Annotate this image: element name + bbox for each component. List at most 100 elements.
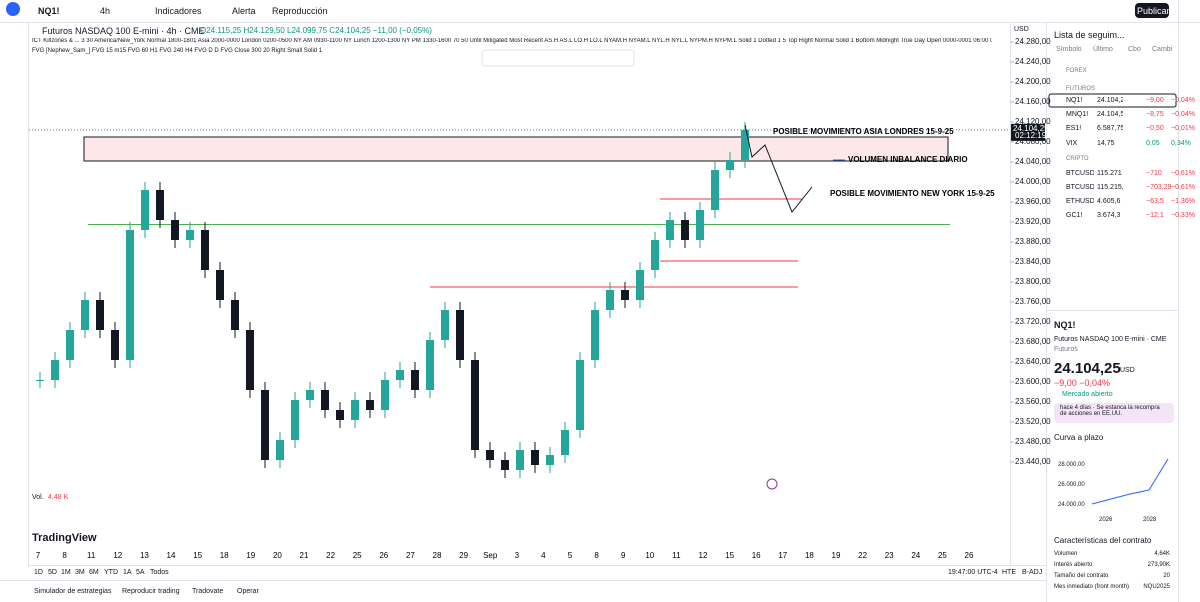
replay[interactable]: Reproducción (272, 6, 328, 16)
watchlist-cell[interactable]: 115.215,4 (1097, 184, 1123, 191)
x-tick-label: 9 (621, 551, 626, 560)
range[interactable]: 1M (61, 569, 71, 576)
adj[interactable]: B-ADJ (1022, 569, 1043, 576)
watchlist-cell[interactable]: 24.104,50 (1097, 111, 1123, 118)
range[interactable]: YTD (104, 569, 118, 576)
avatar[interactable] (6, 2, 20, 16)
x-tick-label: 5 (568, 551, 573, 560)
y-tick-label: 24.280,00 (1015, 37, 1051, 46)
watchlist-cell[interactable]: 3.674,3 (1097, 212, 1121, 219)
candle (186, 230, 194, 240)
candle (696, 210, 704, 240)
candle (66, 330, 74, 360)
candle (381, 380, 389, 410)
group: CRIPTO (1066, 156, 1089, 162)
y-tick-label: 23.640,00 (1015, 357, 1051, 366)
range[interactable]: Todos (150, 569, 169, 576)
x-tick-label: 8 (594, 551, 599, 560)
curve-tick-label: 28.000,00 (1058, 462, 1085, 468)
interval[interactable]: 4h (100, 6, 111, 16)
y-tick-label: 24.240,00 (1015, 57, 1051, 66)
candle (111, 330, 119, 360)
watchlist-cell[interactable]: 6.587,75 (1097, 125, 1123, 132)
watchlist-cell[interactable]: 14,75 (1097, 140, 1115, 147)
watchlist-cell[interactable]: BTCUSDT (1066, 184, 1094, 191)
x-tick-label: 22 (858, 551, 867, 560)
candle (396, 370, 404, 380)
annotation: VOLUMEN INBALANCE DIARIO (848, 155, 968, 164)
publish-btn[interactable] (1135, 3, 1169, 18)
spec-value: NQU2025 (1143, 584, 1170, 590)
publish[interactable]: Publicar (1137, 6, 1170, 16)
candle (681, 220, 689, 240)
watchlist-cell[interactable]: BTCUSD (1066, 170, 1094, 177)
news[interactable]: hace 4 días · Se estanca la recompra de … (1054, 403, 1174, 423)
detail-price: 24.104,25 (1054, 360, 1121, 377)
tab[interactable]: Reproducir trading (122, 588, 180, 595)
y-tick-label: 24.040,00 (1015, 157, 1051, 166)
last-price-tag (1011, 123, 1045, 141)
watchlist-cell[interactable]: NQ1! (1066, 97, 1083, 104)
y-tick-label: 23.920,00 (1015, 217, 1051, 226)
watchlist-title: Lista de seguim... (1054, 30, 1125, 40)
spec-label: Tamaño del contrato (1054, 573, 1109, 579)
y-tick-label: 23.720,00 (1015, 317, 1051, 326)
watchlist-cell[interactable]: 24.104,25 (1097, 97, 1123, 104)
x-tick-label: 12 (113, 551, 122, 560)
range[interactable]: 3M (75, 569, 85, 576)
y-tick-label: 24.080,00 (1015, 137, 1051, 146)
candle (456, 310, 464, 360)
range[interactable]: 5D (48, 569, 57, 576)
y-tick-label: 23.680,00 (1015, 337, 1051, 346)
x-tick-label: 25 (353, 551, 362, 560)
candle (141, 190, 149, 230)
range[interactable]: 5A (136, 569, 145, 576)
candle (726, 160, 734, 170)
candle (81, 300, 89, 330)
x-tick-label: 20 (273, 551, 282, 560)
tab[interactable]: Operar (237, 588, 259, 595)
currency: USD (1014, 26, 1029, 33)
session[interactable]: HTE (1002, 569, 1016, 576)
range[interactable]: 1A (123, 569, 132, 576)
x-tick-label: 15 (193, 551, 202, 560)
candle (231, 300, 239, 330)
watchlist-cell[interactable]: ETHUSD (1066, 198, 1094, 205)
candle (441, 310, 449, 340)
indicator: FVG [Nephew_Sam_] FVG 15 m15 FVG 60 H1 F… (32, 48, 323, 54)
column-header: Cambi (1152, 46, 1173, 53)
range[interactable]: 6M (89, 569, 99, 576)
x-tick-label: 7 (36, 551, 41, 560)
go-to-realtime[interactable] (766, 478, 778, 490)
alert[interactable]: Alerta (232, 6, 256, 16)
x-tick-label: 14 (167, 551, 176, 560)
indicators[interactable]: Indicadores (155, 6, 202, 16)
x-tick-label: 24 (911, 551, 920, 560)
range[interactable]: 1D (34, 569, 43, 576)
watchlist-cell[interactable]: ES1! (1066, 125, 1082, 132)
imbalance-zone (83, 136, 949, 162)
watchlist-cell[interactable]: MNQ1! (1066, 111, 1089, 118)
x-tick-label: 17 (778, 551, 787, 560)
watchlist-cell[interactable]: 115.271 (1097, 170, 1122, 177)
watchlist-cell[interactable]: GC1! (1066, 212, 1083, 219)
candle (651, 240, 659, 270)
y-tick-label: 24.200,00 (1015, 77, 1051, 86)
tab[interactable]: Tradovate (192, 588, 224, 595)
column-header: Cbo (1128, 46, 1141, 53)
annotation: POSIBLE MOVIMIENTO NEW YORK 15-9-25 (830, 189, 995, 198)
y-tick-label: 23.520,00 (1015, 417, 1051, 426)
candle (561, 430, 569, 455)
contract-title: Características del contrato (1054, 536, 1152, 545)
tab[interactable]: Simulador de estrategias (34, 588, 112, 595)
symbol[interactable]: NQ1! (38, 6, 60, 16)
y-tick-label: 23.800,00 (1015, 277, 1051, 286)
drawing-toolbar[interactable] (481, 49, 635, 67)
time: 19:47:00 UTC-4 (948, 569, 998, 576)
candle (546, 455, 554, 465)
watchlist-cell[interactable]: 4.605,6 (1097, 198, 1121, 205)
x-tick-label: 8 (62, 551, 67, 560)
detail-name: Futuros NASDAQ 100 E-mini · CME (1054, 336, 1167, 343)
watchlist-cell[interactable]: VIX (1066, 140, 1078, 147)
y-tick-label: 23.600,00 (1015, 377, 1051, 386)
